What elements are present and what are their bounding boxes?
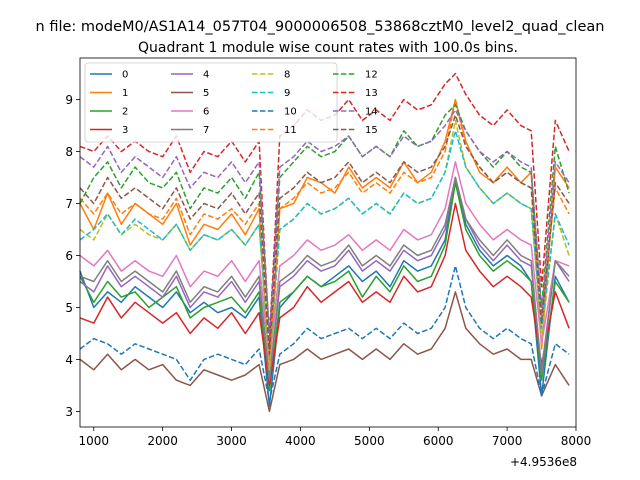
legend-label-13: 13: [365, 88, 378, 99]
x-tick-label: 3000: [216, 434, 247, 448]
y-tick-label: 7: [65, 197, 73, 211]
series-line-10: [79, 265, 570, 402]
series-lines: [79, 72, 570, 413]
x-tick-label: 1000: [79, 434, 110, 448]
legend-label-3: 3: [122, 125, 128, 136]
series-line-12: [79, 104, 570, 335]
chart-title: Quadrant 1 module wise count rates with …: [138, 40, 518, 56]
y-tick-label: 3: [65, 405, 73, 419]
legend-label-15: 15: [365, 125, 378, 136]
legend-label-2: 2: [122, 107, 128, 118]
series-line-14: [79, 109, 570, 340]
legend-label-6: 6: [203, 107, 209, 118]
y-tick-label: 5: [65, 301, 73, 315]
x-tick-label: 8000: [561, 434, 592, 448]
series-line-5: [79, 291, 570, 413]
series-line-6: [79, 161, 570, 366]
legend-label-4: 4: [203, 70, 209, 81]
x-tick-label: 4000: [285, 434, 316, 448]
x-tick-label: 2000: [147, 434, 178, 448]
legend-label-5: 5: [203, 88, 209, 99]
series-line-9: [79, 130, 570, 361]
plot-area: 1000 2000 3000 4000 5000 6000 7000 8000 3 4 5 6 7 8 9 0…: [65, 57, 592, 448]
series-line-7: [79, 176, 570, 381]
y-tick-label: 8: [65, 145, 73, 159]
series-line-2: [79, 181, 570, 392]
legend-label-14: 14: [365, 107, 378, 118]
legend-label-0: 0: [122, 70, 128, 81]
series-line-0: [79, 176, 570, 407]
legend-box: [84, 62, 338, 143]
legend-label-1: 1: [122, 88, 128, 99]
x-tick-label: 7000: [492, 434, 523, 448]
series-line-3: [79, 202, 570, 387]
y-tick-label: 6: [65, 249, 73, 263]
figure-suptitle: n file: modeM0/AS1A14_057T04_9000006508_…: [36, 19, 605, 35]
legend-label-12: 12: [365, 70, 378, 81]
series-line-4: [79, 176, 570, 381]
x-tick-label: 5000: [354, 434, 385, 448]
x-tick-label: 6000: [423, 434, 454, 448]
legend-label-8: 8: [284, 70, 290, 81]
legend-label-9: 9: [284, 88, 290, 99]
legend-label-10: 10: [284, 107, 297, 118]
series-line-15: [79, 114, 570, 355]
x-offset-label: +4.9536e8: [510, 455, 577, 469]
legend-label-11: 11: [284, 125, 297, 136]
axes-frame: [79, 57, 577, 428]
y-tick-label: 9: [65, 93, 73, 107]
y-tick-label: 4: [65, 353, 73, 367]
legend-label-7: 7: [203, 125, 209, 136]
